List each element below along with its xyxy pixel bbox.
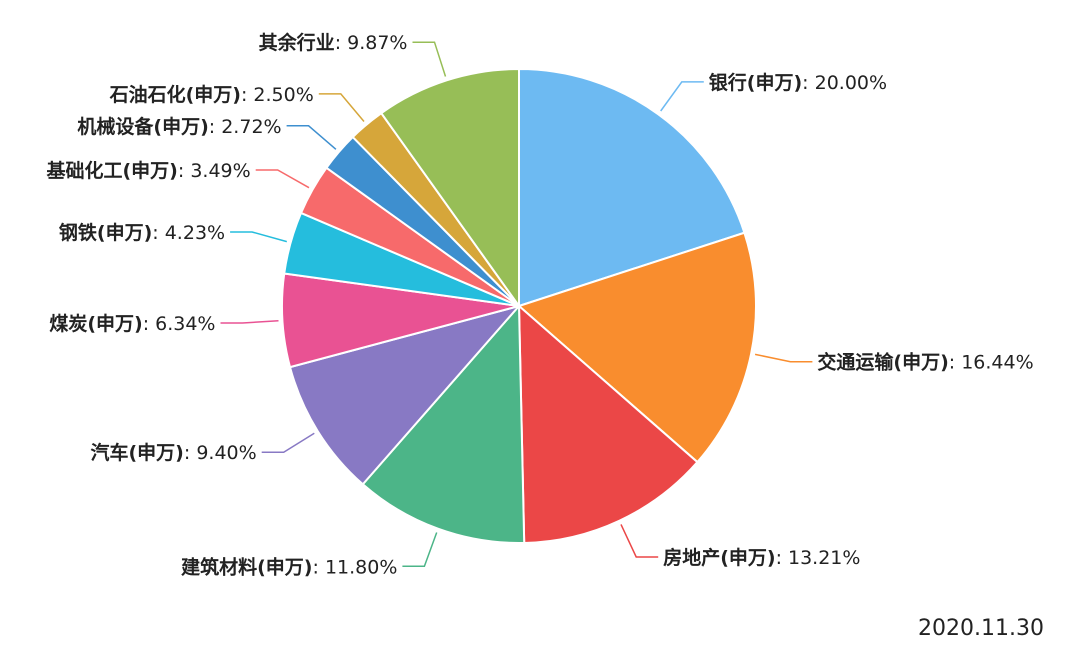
slice-label: 汽车(申万): 9.40% [91,441,257,464]
date-label: 2020.11.30 [918,616,1044,641]
slice-label-name: 基础化工(申万) [46,159,178,182]
slice-label: 基础化工(申万): 3.49% [46,159,251,182]
slice-label: 银行(申万): 20.00% [709,71,887,94]
leader-line [754,353,813,363]
slice-label-value: : 20.00% [802,72,887,94]
slice-label: 交通运输(申万): 16.44% [817,351,1033,374]
slice-label-value: : 16.44% [949,352,1034,374]
slice-label: 建筑材料(申万): 11.80% [181,555,397,578]
slice-label: 房地产(申万): 13.21% [663,546,860,569]
slice-label-value: : 2.72% [209,116,282,138]
leader-line [412,41,447,77]
pie-slice [289,305,520,486]
slice-label-value: : 9.40% [184,442,257,464]
leader-line [620,524,659,558]
slice-label-value: : 13.21% [776,547,861,569]
slice-label-value: : 4.23% [152,222,225,244]
leader-lines [220,41,813,568]
slice-label: 钢铁(申万): 4.23% [59,221,225,244]
slice-label-name: 房地产(申万) [663,546,775,569]
leader-line [402,532,438,568]
slice-label-name: 银行(申万) [709,71,802,94]
slice-label-name: 交通运输(申万) [817,351,948,374]
pie-slice [518,305,699,544]
leader-line [286,125,337,150]
slice-label-value: : 9.87% [335,32,408,54]
leader-line [220,320,279,324]
leader-line [660,81,704,112]
pie-slice [518,231,757,464]
slice-label-value: : 2.50% [241,84,314,106]
slice-label-name: 汽车(申万) [91,441,184,464]
pie-slice [380,68,520,307]
slice-label-name: 煤炭(申万) [49,312,142,335]
pie-slice [518,68,746,307]
slice-label: 石油石化(申万): 2.50% [109,83,314,106]
leader-line [261,432,315,453]
slice-label-value: : 6.34% [143,313,216,335]
leader-line [318,93,365,122]
slice-label: 机械设备(申万): 2.72% [77,115,281,138]
slice-label: 煤炭(申万): 6.34% [49,312,215,335]
slice-label: 其余行业: 9.87% [259,31,408,54]
leader-line [255,169,310,189]
slice-label-name: 钢铁(申万) [59,221,152,244]
slice-label-name: 石油石化(申万) [109,83,241,106]
pie-slice [361,305,526,544]
slice-label-value: : 11.80% [313,556,398,578]
slice-label-name: 机械设备(申万) [77,115,208,138]
slice-label-value: : 3.49% [178,160,251,182]
leader-line [230,231,287,243]
slice-label-name: 其余行业 [259,31,335,54]
pie-slices [281,68,757,544]
slice-label-name: 建筑材料(申万) [181,555,312,578]
slice-labels: 银行(申万): 20.00%交通运输(申万): 16.44%房地产(申万): 1… [46,31,1034,578]
